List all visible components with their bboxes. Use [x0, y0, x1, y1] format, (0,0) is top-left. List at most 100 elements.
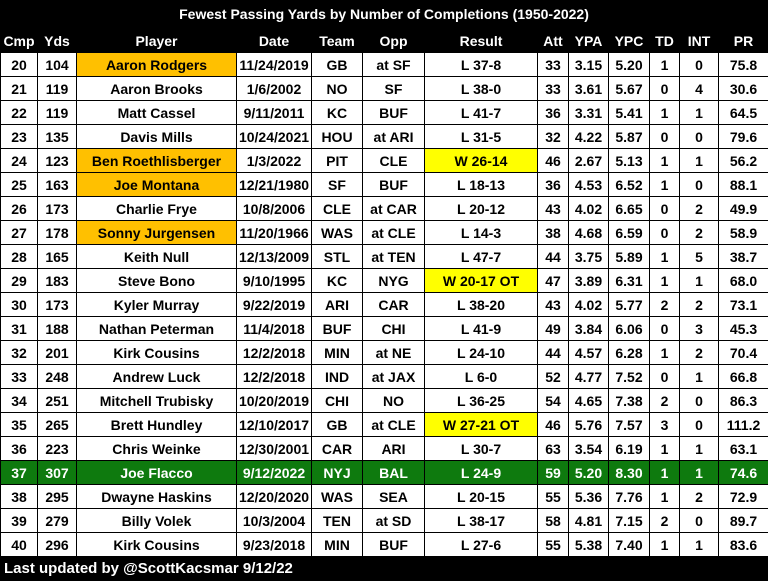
table-cell: 38: [537, 220, 569, 245]
table-cell: 12/20/2020: [236, 484, 312, 509]
table-row: 36 223 Chris Weinke 12/30/2001 CAR ARI L 30-7 6…: [0, 436, 768, 461]
table-cell: 22: [0, 100, 38, 125]
table-cell: NO: [362, 388, 425, 413]
table-row: 28 165 Keith Null 12/13/2009 STL at TEN L 47-7…: [0, 244, 768, 269]
table-cell: 9/11/2011: [236, 100, 312, 125]
table-cell: 66.8: [718, 364, 768, 389]
table-cell: 4.22: [568, 124, 609, 149]
table-cell: 1: [679, 436, 719, 461]
table-cell: 33: [537, 76, 569, 101]
table-cell: 2: [649, 292, 680, 317]
table-cell: 49.9: [718, 196, 768, 221]
table-cell: 70.4: [718, 340, 768, 365]
table-cell: 12/13/2009: [236, 244, 312, 269]
table-cell: at NE: [362, 340, 425, 365]
table-cell: 11/20/1966: [236, 220, 312, 245]
table-cell: 32: [537, 124, 569, 149]
table-cell: 3.61: [568, 76, 609, 101]
table-cell: 40: [0, 532, 38, 557]
table-cell: 1: [679, 364, 719, 389]
table-cell: 5.20: [608, 52, 650, 77]
table-cell: 68.0: [718, 268, 768, 293]
table-cell: L 30-7: [424, 436, 538, 461]
table-cell: at TEN: [362, 244, 425, 269]
table-cell: L 41-7: [424, 100, 538, 125]
table-cell: 7.52: [608, 364, 650, 389]
column-header: PR: [718, 28, 768, 53]
table-cell: 2: [679, 196, 719, 221]
table-cell: 173: [37, 292, 77, 317]
table-cell: 165: [37, 244, 77, 269]
table-cell: 0: [649, 76, 680, 101]
table-cell: 46: [537, 148, 569, 173]
table-cell: L 6-0: [424, 364, 538, 389]
table-cell: 38.7: [718, 244, 768, 269]
table-cell: 34: [0, 388, 38, 413]
table-cell: L 41-9: [424, 316, 538, 341]
table-cell: MIN: [311, 340, 363, 365]
table-cell: 0: [679, 172, 719, 197]
table-cell: 4.68: [568, 220, 609, 245]
table-cell: 26: [0, 196, 38, 221]
table-cell: 7.40: [608, 532, 650, 557]
table-cell: L 20-12: [424, 196, 538, 221]
table-cell: 12/2/2018: [236, 340, 312, 365]
table-cell: 296: [37, 532, 77, 557]
table-cell: 1: [649, 532, 680, 557]
table-cell: 58: [537, 508, 569, 533]
table-cell: NYG: [362, 268, 425, 293]
table-cell: CHI: [362, 316, 425, 341]
table-cell: Sonny Jurgensen: [76, 220, 237, 245]
table-cell: at ARI: [362, 124, 425, 149]
table-cell: L 18-13: [424, 172, 538, 197]
table-cell: 6.59: [608, 220, 650, 245]
table-cell: 0: [679, 508, 719, 533]
table-cell: at JAX: [362, 364, 425, 389]
table-cell: L 24-9: [424, 460, 538, 485]
table-cell: 1: [649, 484, 680, 509]
table-row: 20 104 Aaron Rodgers 11/24/2019 GB at SF L 37-…: [0, 52, 768, 77]
table-cell: 173: [37, 196, 77, 221]
table-cell: 123: [37, 148, 77, 173]
table-cell: 52: [537, 364, 569, 389]
table-cell: 6.28: [608, 340, 650, 365]
table-cell: Kirk Cousins: [76, 532, 237, 557]
table-cell: L 37-8: [424, 52, 538, 77]
table-cell: 55: [537, 532, 569, 557]
table-cell: 5.41: [608, 100, 650, 125]
column-header: Date: [236, 28, 312, 53]
table-cell: BUF: [362, 172, 425, 197]
table-cell: 0: [679, 124, 719, 149]
table-cell: 0: [649, 220, 680, 245]
table-row: 32 201 Kirk Cousins 12/2/2018 MIN at NE L 24-1…: [0, 340, 768, 365]
table-row: 23 135 Davis Mills 10/24/2021 HOU at ARI L 31-…: [0, 124, 768, 149]
table-cell: L 47-7: [424, 244, 538, 269]
table-cell: at CLE: [362, 220, 425, 245]
table-cell: 1/6/2002: [236, 76, 312, 101]
table-cell: 248: [37, 364, 77, 389]
table-cell: 2: [649, 388, 680, 413]
column-header: Cmp: [0, 28, 38, 53]
table-cell: 12/30/2001: [236, 436, 312, 461]
table-cell: 25: [0, 172, 38, 197]
table-cell: 3.84: [568, 316, 609, 341]
table-cell: 72.9: [718, 484, 768, 509]
table-cell: 21: [0, 76, 38, 101]
table-cell: 46: [537, 412, 569, 437]
table-row: 27 178 Sonny Jurgensen 11/20/1966 WAS at CLE L…: [0, 220, 768, 245]
table-cell: 83.6: [718, 532, 768, 557]
table-cell: 3.54: [568, 436, 609, 461]
table-cell: 27: [0, 220, 38, 245]
table-cell: 1: [679, 460, 719, 485]
table-cell: ARI: [362, 436, 425, 461]
table-cell: 10/24/2021: [236, 124, 312, 149]
table-cell: 2: [679, 340, 719, 365]
table-cell: 43: [537, 196, 569, 221]
table-cell: 1/3/2022: [236, 148, 312, 173]
table-cell: 11/4/2018: [236, 316, 312, 341]
table-cell: 28: [0, 244, 38, 269]
table-cell: BUF: [311, 316, 363, 341]
table-cell: 9/22/2019: [236, 292, 312, 317]
table-cell: 44: [537, 340, 569, 365]
table-cell: 10/8/2006: [236, 196, 312, 221]
